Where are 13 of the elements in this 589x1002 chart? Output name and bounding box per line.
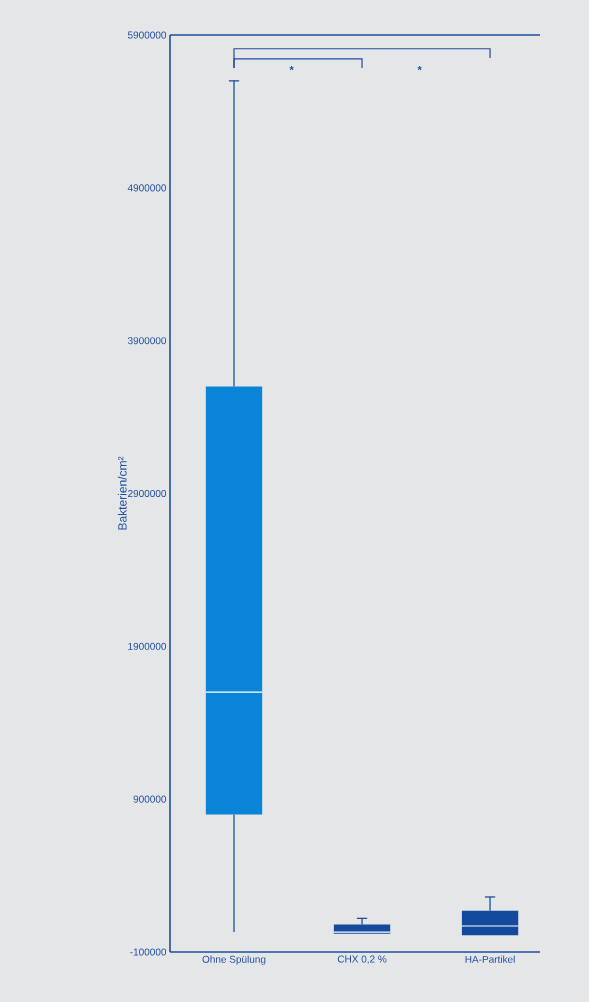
y-axis-title: Bakterien/cm² <box>117 456 127 530</box>
y-tick-label: 5900000 <box>127 31 167 39</box>
x-tick-label: HA-Partikel <box>465 955 515 963</box>
y-tick-label: 2900000 <box>128 489 167 498</box>
y-tick-label: 900000 <box>133 795 167 803</box>
y-tick-label: -100000 <box>130 948 167 956</box>
y-tick-label: 1900000 <box>128 642 167 650</box>
x-tick-label: CHX 0,2 % <box>337 955 387 964</box>
y-tick-label: 3900000 <box>127 337 167 345</box>
y-tick-label: 4900000 <box>127 184 167 192</box>
annotation: * <box>289 66 294 71</box>
annotation: * <box>417 66 422 71</box>
x-tick-label: Ohne Spülung <box>202 955 266 965</box>
